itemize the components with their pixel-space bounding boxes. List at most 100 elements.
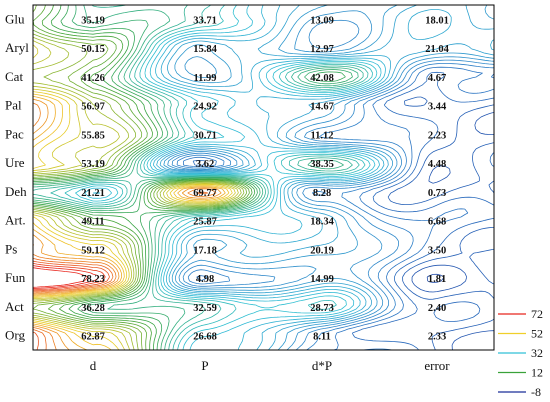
cell-value-label: 33.71 — [193, 15, 217, 26]
cell-value-label: 2.33 — [428, 332, 446, 343]
cell-value-label: 78.23 — [81, 274, 105, 285]
cell-value-label: 0.73 — [428, 188, 446, 199]
cell-value-label: 53.19 — [81, 159, 105, 170]
contour-level — [33, 260, 110, 350]
cell-value-label: 38.35 — [310, 159, 334, 170]
contour-level — [33, 91, 233, 350]
cell-value-label: 62.87 — [81, 332, 105, 343]
cell-value-label: 24.92 — [193, 102, 217, 113]
contour-level — [183, 66, 494, 350]
column-label: error — [424, 358, 450, 373]
row-label: Org — [5, 328, 25, 343]
contour-level — [33, 265, 100, 290]
contour-lines — [33, 5, 494, 350]
contour-level — [159, 5, 494, 350]
contour-level — [33, 191, 208, 350]
contour-level — [33, 36, 242, 350]
contour-level — [33, 263, 106, 291]
cell-value-label: 18.34 — [310, 217, 334, 228]
contour-level — [411, 111, 494, 350]
cell-value-label: 26.68 — [193, 332, 217, 343]
column-label: d*P — [312, 358, 332, 373]
cell-value-label: 21.21 — [81, 188, 105, 199]
contour-level — [33, 5, 248, 350]
cell-value-label: 21.04 — [425, 44, 449, 55]
cell-value-label: 35.19 — [81, 15, 105, 26]
cell-value-label: 55.85 — [81, 130, 105, 141]
contour-level — [92, 5, 386, 350]
row-label: Pal — [5, 98, 22, 113]
row-label: Deh — [5, 184, 27, 199]
column-label: P — [201, 358, 208, 373]
cell-value-label: 3.44 — [428, 102, 447, 113]
contour-level — [64, 5, 373, 350]
legend: 72 52 32 12 -8 — [498, 307, 543, 399]
row-label: Cat — [5, 69, 23, 84]
cell-value-label: 11.12 — [310, 130, 333, 141]
row-label: Aryl — [5, 40, 29, 55]
legend-label: 72 — [531, 307, 543, 321]
contour-level — [176, 63, 494, 350]
contour-level — [33, 5, 353, 350]
cell-value-labels: 35.19 33.71 13.09 18.01 50.15 15.84 12.97 21.04… — [81, 15, 449, 342]
cell-value-label: 14.67 — [310, 102, 334, 113]
cell-value-label: 59.12 — [81, 245, 105, 256]
legend-label: 12 — [531, 366, 543, 380]
contour-level — [171, 19, 494, 350]
cell-value-label: 2.40 — [428, 303, 446, 314]
row-label: Fun — [5, 270, 26, 285]
row-label: Act — [5, 299, 24, 314]
cell-value-label: 56.97 — [81, 102, 105, 113]
contour-level — [167, 10, 494, 350]
contour-level — [387, 96, 494, 350]
cell-value-label: 36.28 — [81, 303, 105, 314]
cell-value-label: 8.28 — [313, 188, 331, 199]
plot-frame — [32, 4, 495, 351]
cell-value-label: 41.26 — [81, 73, 105, 84]
contour-level — [33, 5, 346, 350]
cell-value-label: 17.18 — [193, 245, 217, 256]
cell-value-label: 13.09 — [310, 15, 334, 26]
cell-value-label: 42.08 — [310, 73, 334, 84]
contour-level — [33, 5, 256, 350]
row-label: Art. — [5, 213, 26, 228]
contour-level — [33, 98, 222, 350]
contour-level — [33, 93, 230, 350]
cell-value-label: 18.01 — [425, 15, 449, 26]
cell-value-label: 12.97 — [310, 44, 334, 55]
cell-value-label: 69.77 — [193, 188, 217, 199]
cell-value-label: 32.59 — [193, 303, 217, 314]
legend-label: 52 — [531, 327, 543, 341]
row-label: Ure — [5, 155, 25, 170]
cell-value-label: 2.23 — [428, 130, 446, 141]
cell-value-label: 14.99 — [310, 274, 334, 285]
contour-level — [426, 273, 445, 283]
legend-label: -8 — [531, 385, 541, 399]
cell-value-label: 28.73 — [310, 303, 334, 314]
cell-value-label: 8.11 — [313, 332, 331, 343]
cell-value-label: 3.62 — [196, 159, 214, 170]
cell-value-label: 25.87 — [193, 217, 217, 228]
row-label: Glu — [5, 11, 25, 26]
cell-value-label: 4.98 — [196, 274, 214, 285]
contour-level — [50, 5, 369, 350]
contour-level — [33, 33, 245, 350]
cell-value-label: 3.50 — [428, 245, 446, 256]
column-label: d — [90, 358, 97, 373]
contour-level — [33, 96, 226, 350]
cell-value-label: 6.68 — [428, 217, 446, 228]
contour-level — [33, 267, 89, 288]
contour-level — [33, 5, 250, 350]
contour-level — [33, 5, 253, 350]
row-label: Ps — [5, 241, 17, 256]
row-label: Pac — [5, 126, 24, 141]
contour-level — [75, 5, 378, 350]
contour-level — [163, 5, 494, 350]
cell-value-label: 11.99 — [193, 73, 216, 84]
contour-level — [156, 5, 494, 350]
cell-value-label: 4.48 — [428, 159, 446, 170]
cell-value-label: 49.11 — [81, 217, 104, 228]
cell-value-label: 15.84 — [193, 44, 217, 55]
legend-label: 32 — [531, 346, 543, 360]
